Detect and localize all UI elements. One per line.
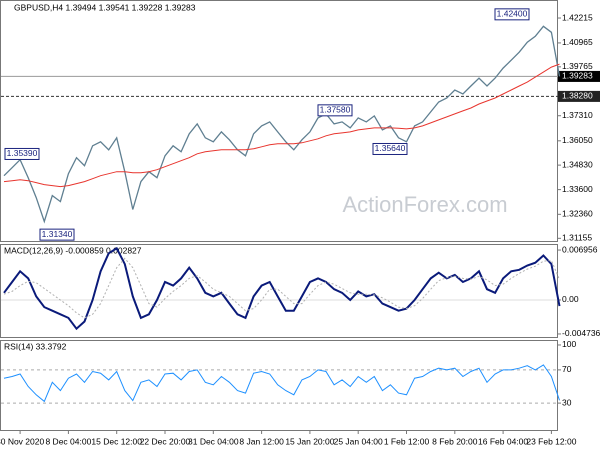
y-tick-label: 1.34830 — [562, 159, 593, 169]
annotation-box — [4, 147, 40, 160]
chart-title: GBPUSD,H4 1.39494 1.39541 1.39228 1.3928… — [14, 2, 196, 12]
x-tick-label: 15 Jan 20:00 — [285, 436, 334, 446]
x-tick-label: 25 Jan 04:00 — [334, 436, 383, 446]
y-tick-label: 1.32360 — [562, 209, 593, 219]
x-tick-label: 8 Feb 20:00 — [432, 436, 478, 446]
rsi-panel — [0, 340, 558, 431]
level-label: 1.38280 — [562, 91, 593, 101]
x-tick-label: 16 Feb 04:00 — [478, 436, 528, 446]
y-tick-label: 0.00 — [562, 294, 579, 304]
annotation-label: 1.35640 — [375, 143, 406, 153]
annotation-box — [372, 142, 408, 155]
rsi-title: RSI(14) 33.3792 — [4, 341, 67, 351]
series-line — [3, 63, 560, 188]
y-tick-label: 1.42215 — [562, 12, 593, 22]
level-box — [558, 90, 600, 102]
annotation-label: 1.42400 — [497, 9, 528, 19]
series-line — [3, 257, 560, 319]
series-line — [3, 246, 561, 331]
x-tick-label: 22 Dec 20:00 — [140, 436, 191, 446]
annotation-label: 1.37580 — [320, 105, 351, 115]
level-label: 1.39283 — [562, 71, 593, 81]
watermark: ActionForex.com — [342, 192, 507, 217]
annotation-box — [39, 228, 75, 241]
x-tick-label: 8 Jan 12:00 — [239, 436, 284, 446]
series-line — [3, 25, 561, 224]
y-tick-label: 1.36050 — [562, 135, 593, 145]
y-tick-label: 1.40965 — [562, 37, 593, 47]
price-panel — [0, 0, 558, 242]
y-tick-label: -0.004736 — [562, 328, 600, 338]
y-tick-label: 30 — [562, 397, 572, 407]
y-tick-label: 0.006956 — [562, 244, 598, 254]
macd-title: MACD(12,26,9) -0.000859 0.002827 — [4, 245, 142, 255]
x-tick-label: 1 Feb 12:00 — [384, 436, 430, 446]
x-tick-label: 30 Nov 2020 — [0, 436, 44, 446]
y-tick-label: 1.39765 — [562, 61, 593, 71]
x-tick-label: 8 Dec 04:00 — [45, 436, 91, 446]
y-tick-label: 1.37310 — [562, 110, 593, 120]
annotation-box — [494, 8, 530, 21]
annotation-label: 1.31340 — [42, 229, 73, 239]
y-tick-label: 70 — [562, 364, 572, 374]
x-tick-label: 23 Feb 12:00 — [526, 436, 576, 446]
y-tick-label: 1.31155 — [562, 233, 592, 243]
annotation-box — [317, 104, 353, 117]
y-tick-label: 100 — [562, 339, 576, 349]
level-box — [558, 70, 600, 82]
series-line — [3, 364, 560, 403]
annotation-label: 1.35390 — [7, 148, 38, 158]
y-tick-label: 1.33600 — [562, 184, 593, 194]
x-tick-label: 31 Dec 04:00 — [188, 436, 239, 446]
x-tick-label: 15 Dec 12:00 — [91, 436, 142, 446]
